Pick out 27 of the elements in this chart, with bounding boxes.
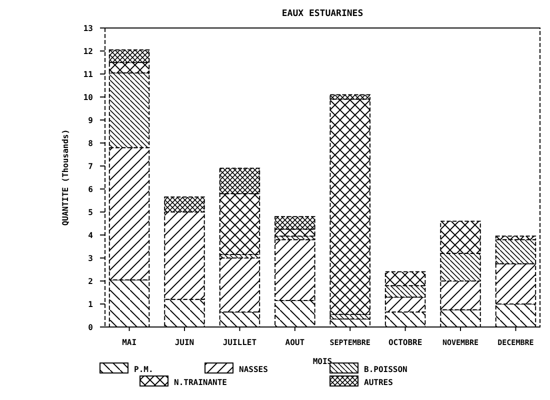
chart-title: EAUX ESTUARINES [282, 9, 364, 19]
y-tick-label: 1 [88, 300, 94, 309]
y-tick-label: 5 [88, 208, 94, 217]
legend-label: P.M. [134, 365, 154, 374]
legend-label: NASSES [239, 365, 268, 374]
legend-label: B.POISSON [364, 365, 408, 374]
y-tick-label: 11 [83, 70, 94, 79]
y-tick-label: 13 [83, 24, 94, 33]
x-axis-title: MOIS [312, 357, 332, 366]
legend-label: AUTRES [364, 378, 394, 387]
x-tick-label: AOUT [285, 338, 305, 347]
y-tick-label: 4 [88, 230, 94, 240]
y-tick-label: 8 [88, 138, 94, 148]
y-tick-label: 0 [88, 322, 94, 332]
y-tick-label: 3 [88, 254, 94, 263]
x-tick-label: MAI [122, 338, 137, 347]
y-axis-title: QUANTITE (Thousands) [61, 129, 70, 226]
x-tick-label: JUILLET [222, 338, 257, 347]
x-tick-label: OCTOBRE [388, 338, 422, 347]
y-tick-label: 9 [88, 116, 94, 125]
y-tick-label: 12 [83, 46, 94, 56]
x-tick-label: JUIN [174, 338, 194, 347]
y-tick-label: 2 [88, 276, 94, 286]
y-tick-label: 10 [83, 92, 94, 102]
y-tick-label: 6 [88, 184, 94, 194]
y-tick-label: 7 [88, 162, 94, 171]
legend-label: N.TRAINANTE [174, 378, 228, 387]
